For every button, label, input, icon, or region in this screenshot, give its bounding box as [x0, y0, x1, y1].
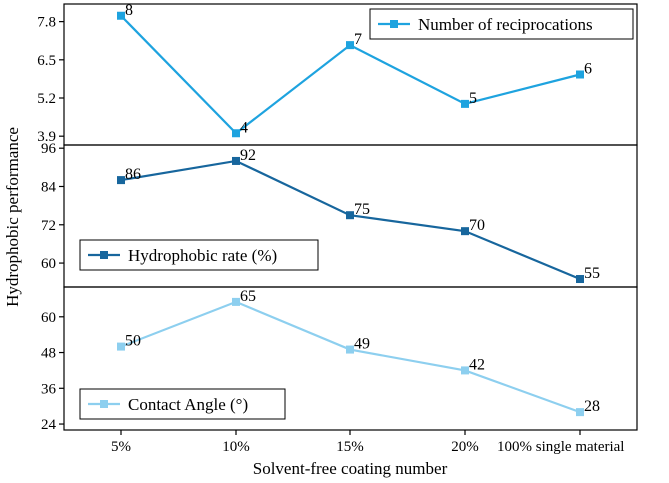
panel-2-ytick-label: 84 [41, 179, 57, 195]
panel-1-ytick-label: 5.2 [37, 91, 56, 107]
panel-3-point [232, 297, 240, 306]
panel-2-data-label: 55 [584, 265, 600, 282]
panel-1-point [461, 99, 469, 108]
panel-3-legend-marker [100, 400, 108, 408]
x-tick-label: 10% [222, 439, 250, 455]
x-tick-label: 20% [451, 439, 479, 455]
panel-2-data-label: 86 [125, 166, 141, 183]
panel-1-data-label: 7 [354, 31, 362, 48]
panel-2-point [346, 211, 354, 220]
panel-2-data-label: 92 [240, 147, 256, 164]
panel-1-data-label: 6 [584, 61, 592, 78]
panel-1-point [576, 70, 584, 79]
x-tick-label: 15% [336, 439, 364, 455]
panel-3-point [576, 408, 584, 417]
x-axis-title: Solvent-free coating number [253, 459, 448, 478]
panel-1-legend-marker [390, 20, 398, 28]
x-tick-label: 100% single material [497, 439, 624, 455]
panel-2-point [576, 275, 584, 284]
panel-1-data-label: 8 [125, 2, 133, 19]
panel-3-ytick-label: 24 [41, 417, 57, 433]
panel-3-ytick-label: 48 [41, 346, 56, 362]
panel-3-data-label: 42 [469, 356, 485, 373]
panel-3-data-label: 28 [584, 398, 600, 415]
panel-2-point [461, 227, 469, 236]
panel-3-legend-label: Contact Angle (°) [128, 395, 248, 414]
panel-1-legend-label: Number of reciprocations [418, 15, 593, 34]
panel-3-point [346, 345, 354, 354]
panel-2-ytick-label: 72 [41, 218, 56, 234]
panel-1-point [346, 41, 354, 50]
panel-2-ytick-label: 60 [41, 256, 56, 272]
panel-1-ytick-label: 6.5 [37, 53, 56, 69]
panel-1-legend-box [369, 8, 634, 40]
panel-3-ytick-label: 60 [41, 310, 56, 326]
panel-1-data-label: 4 [240, 119, 248, 136]
panel-2-data-label: 70 [469, 217, 485, 234]
panel-2-legend-marker [100, 251, 108, 259]
panel-2-ytick-label: 96 [41, 141, 57, 157]
panel-2-data-label: 75 [354, 201, 370, 218]
panel-2-point [117, 176, 125, 185]
panel-2-point [232, 156, 240, 165]
panel-3-ytick-label: 36 [41, 381, 57, 397]
panel-3-point [461, 366, 469, 375]
x-tick-label: 5% [111, 439, 131, 455]
panel-1-ytick-label: 3.9 [37, 129, 56, 145]
panel-3-point [117, 342, 125, 351]
panel-3-data-label: 65 [240, 288, 256, 305]
panel-1-data-label: 5 [469, 90, 477, 107]
y-axis-title: Hydrophobic performance [3, 127, 22, 307]
panel-2-legend-label: Hydrophobic rate (%) [128, 246, 277, 265]
panel-3-data-label: 50 [125, 333, 141, 350]
panel-1-point [232, 129, 240, 138]
panel-3-data-label: 49 [354, 336, 370, 353]
panel-1-ytick-label: 7.8 [37, 15, 56, 31]
panel-1-point [117, 11, 125, 20]
